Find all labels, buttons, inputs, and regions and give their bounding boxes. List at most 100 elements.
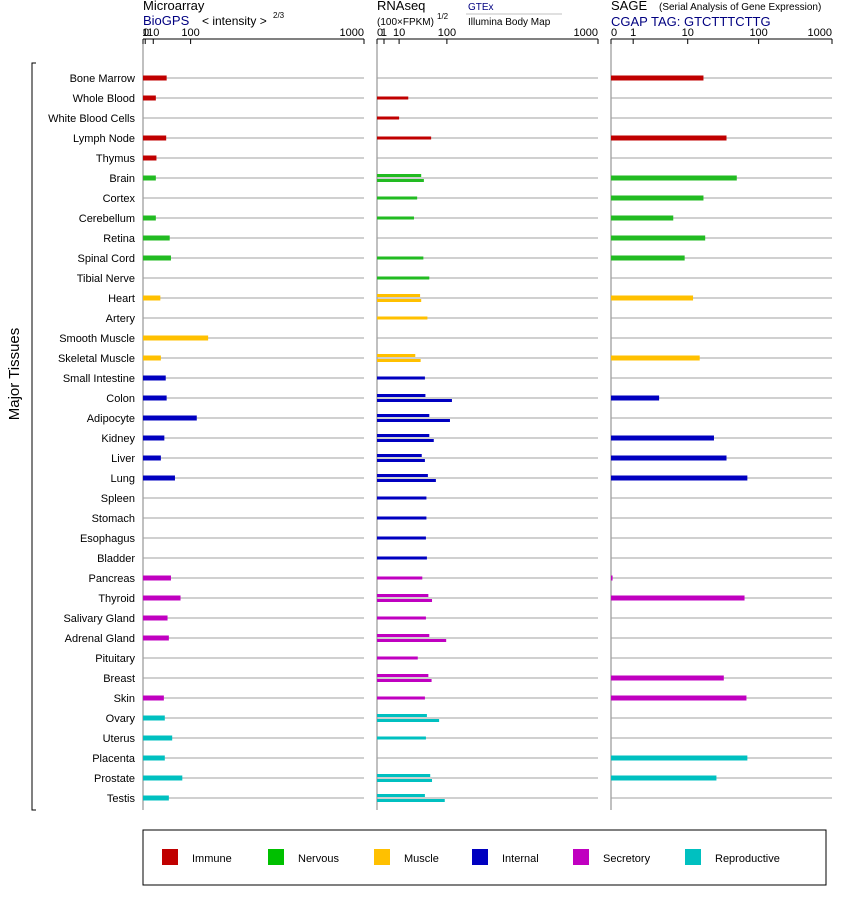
microarray-bar-lung (143, 475, 175, 481)
rnaseq-bar-adrenal-gland (377, 639, 447, 642)
legend-label-nervous: Nervous (298, 853, 339, 865)
tissue-label-bone-marrow: Bone Marrow (70, 73, 135, 85)
rnaseq-bar-brain (377, 179, 424, 182)
microarray-bar-whole-blood (143, 95, 156, 101)
legend-swatch-immune (162, 849, 178, 865)
tissue-label-thyroid: Thyroid (98, 593, 135, 605)
sage-bar-cerebellum (611, 215, 674, 221)
microarray-tick-label: 0 (143, 27, 149, 39)
tissue-label-adrenal-gland: Adrenal Gland (65, 633, 135, 645)
microarray-bar-spinal-cord (143, 255, 171, 261)
tissue-label-prostate: Prostate (94, 773, 135, 785)
rnaseq-bar-breast (377, 674, 429, 677)
tissue-label-lymph-node: Lymph Node (73, 133, 135, 145)
tissue-label-pancreas: Pancreas (89, 573, 136, 585)
rnaseq-bar-adipocyte (377, 419, 450, 422)
sage-bar-skeletal-muscle (611, 355, 700, 361)
tissue-label-adipocyte: Adipocyte (87, 413, 135, 425)
sage-tag-link[interactable]: CGAP TAG: GTCTTTCTTG (611, 14, 771, 29)
microarray-scale-label: < intensity > (202, 14, 267, 28)
legend: Immune Nervous Muscle Internal Secretory Repr… (162, 849, 780, 865)
sage-bar-pancreas (611, 575, 613, 581)
sage-subtitle: (Serial Analysis of Gene Expression) (659, 2, 821, 13)
tissue-label-breast: Breast (103, 673, 135, 685)
microarray-scale-exponent: 2/3 (273, 11, 285, 20)
rnaseq-tick-label: 100 (438, 27, 456, 39)
rnaseq-bar-thyroid (377, 594, 429, 597)
rnaseq-bar-lung (377, 474, 428, 477)
microarray-bar-skin (143, 695, 164, 701)
sage-bar-cortex (611, 195, 704, 201)
microarray-bar-bone-marrow (143, 75, 167, 81)
tissue-label-bladder: Bladder (97, 553, 135, 565)
sage-bar-placenta (611, 755, 748, 761)
microarray-header: Microarray BioGPS < intensity > 2/3 (143, 0, 285, 28)
rnaseq-bar-uterus (377, 736, 426, 740)
sage-tick-label: 10 (682, 27, 694, 39)
rnaseq-bar-heart (377, 299, 422, 302)
microarray-bar-pancreas (143, 575, 171, 581)
sage-tick-label: 1000 (808, 27, 832, 39)
rnaseq-bar-brain (377, 174, 422, 177)
legend-swatch-nervous (268, 849, 284, 865)
sage-bar-thyroid (611, 595, 745, 601)
rnaseq-bar-ovary (377, 719, 440, 722)
tissue-label-testis: Testis (107, 793, 136, 805)
legend-swatch-secretory (573, 849, 589, 865)
tissue-label-placenta: Placenta (92, 753, 136, 765)
microarray-bar-colon (143, 395, 167, 401)
tissue-label-stomach: Stomach (92, 513, 135, 525)
microarray-bar-adipocyte (143, 415, 197, 421)
rnaseq-bar-spleen (377, 496, 427, 500)
microarray-bar-thymus (143, 155, 157, 161)
rnaseq-bar-lung (377, 479, 436, 482)
microarray-tick-label: 10 (147, 27, 159, 39)
microarray-bar-adrenal-gland (143, 635, 169, 641)
tissue-label-spleen: Spleen (101, 493, 135, 505)
legend-swatch-muscle (374, 849, 390, 865)
rnaseq-bar-liver (377, 459, 425, 462)
rnaseq-bar-salivary-gland (377, 616, 426, 620)
rnaseq-title: RNAseq (377, 0, 425, 13)
sage-bar-breast (611, 675, 724, 681)
rnaseq-bar-testis (377, 794, 425, 797)
sage-bar-liver (611, 455, 727, 461)
microarray-bar-liver (143, 455, 161, 461)
rnaseq-bar-skeletal-muscle (377, 354, 416, 357)
sage-bar-colon (611, 395, 660, 401)
tissue-label-esophagus: Esophagus (80, 533, 136, 545)
tissue-label-white-blood-cells: White Blood Cells (48, 113, 135, 125)
tissue-label-liver: Liver (111, 453, 135, 465)
microarray-bar-lymph-node (143, 135, 167, 141)
rnaseq-bar-colon (377, 399, 452, 402)
tissue-label-salivary-gland: Salivary Gland (63, 613, 135, 625)
legend-label-muscle: Muscle (404, 853, 439, 865)
tissue-label-kidney: Kidney (101, 433, 135, 445)
tissue-label-heart: Heart (108, 293, 135, 305)
sage-bar-retina (611, 235, 706, 241)
rnaseq-bar-testis (377, 799, 445, 802)
microarray-title: Microarray (143, 0, 205, 13)
major-tissues-label: Major Tissues (6, 328, 23, 421)
gtex-link[interactable]: GTEx (468, 2, 494, 13)
bracket-line (31, 62, 36, 811)
tissue-label-cerebellum: Cerebellum (79, 213, 135, 225)
microarray-bar-kidney (143, 435, 165, 441)
tissue-label-ovary: Ovary (106, 713, 136, 725)
legend-label-reproductive: Reproductive (715, 853, 780, 865)
rnaseq-bar-stomach (377, 516, 427, 520)
sage-bar-lung (611, 475, 748, 481)
microarray-source-link[interactable]: BioGPS (143, 13, 190, 28)
microarray-tick-label: 100 (181, 27, 199, 39)
rnaseq-header: RNAseq (100×FPKM) 1/2 GTEx Illumina Body… (377, 0, 562, 28)
illumina-body-map-label: Illumina Body Map (468, 17, 551, 28)
chart-body: Bone Marrow Whole Blood White Blood Cells L… (48, 27, 833, 810)
sage-tick-label: 100 (749, 27, 767, 39)
rnaseq-bar-adipocyte (377, 414, 430, 417)
microarray-bar-brain (143, 175, 156, 181)
tissue-label-colon: Colon (106, 393, 135, 405)
microarray-bar-heart (143, 295, 161, 301)
rnaseq-bar-skin (377, 696, 425, 700)
tissue-label-lung: Lung (111, 473, 135, 485)
